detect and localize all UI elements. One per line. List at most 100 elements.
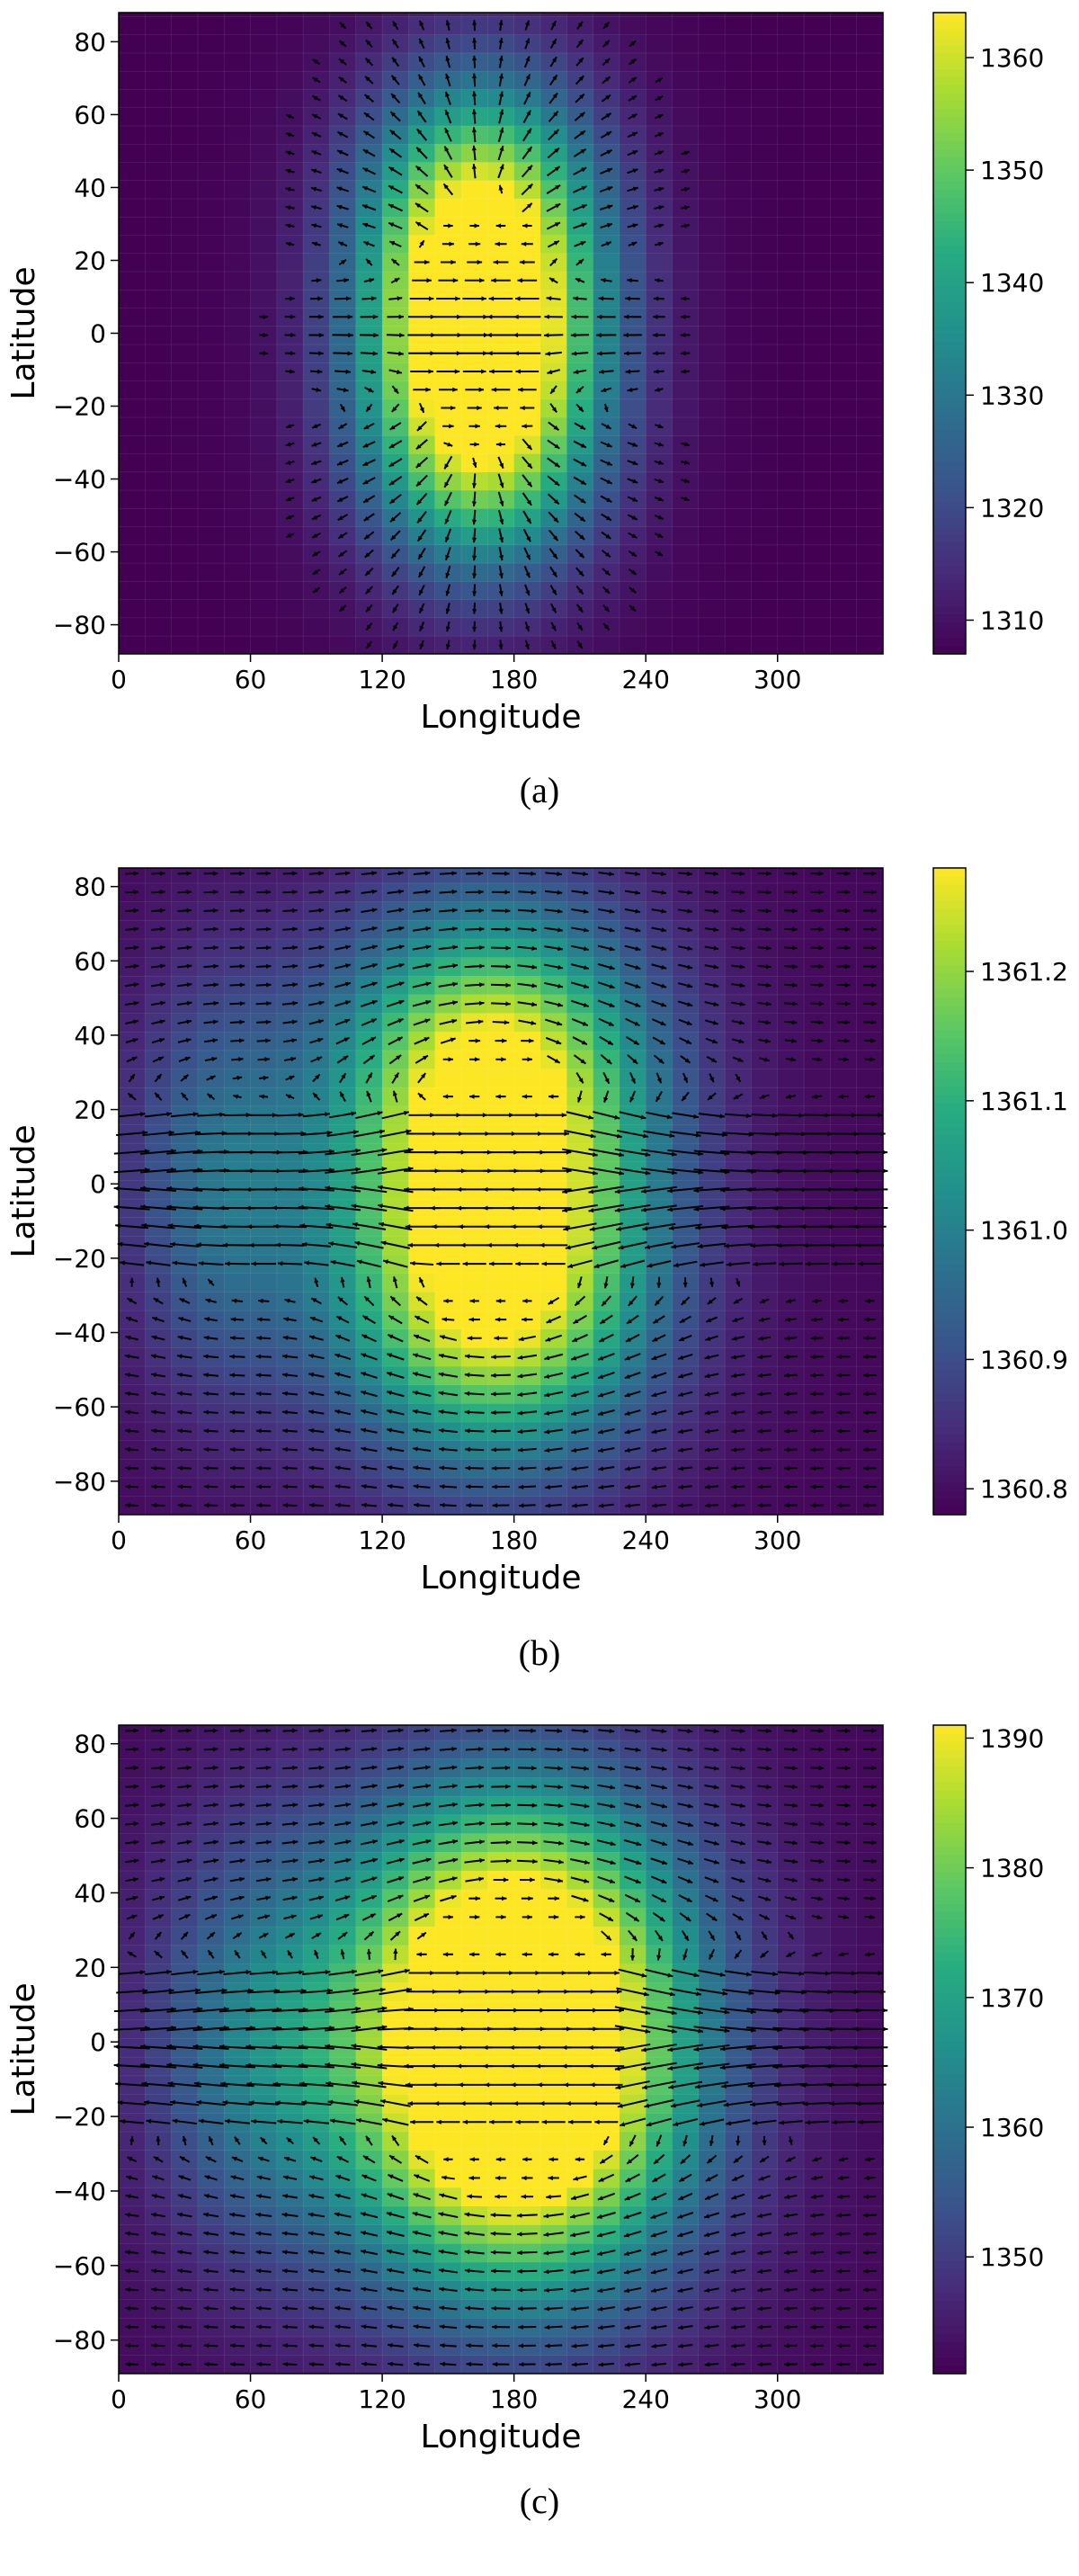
colorbar-segment [933, 269, 966, 278]
heatmap-cell [830, 417, 857, 436]
heatmap-cell [198, 34, 225, 53]
heatmap-cell [119, 162, 146, 181]
colorbar-segment [933, 45, 966, 54]
heatmap-cell [172, 636, 199, 655]
heatmap-cell [804, 53, 831, 72]
heatmap-cell [751, 253, 778, 272]
y-tick-label: −80 [53, 611, 106, 640]
heatmap-cell [119, 599, 146, 618]
colorbar-segment [933, 53, 966, 62]
colorbar-segment [933, 21, 966, 30]
heatmap-cell [725, 272, 752, 291]
heatmap-cell [251, 53, 278, 72]
heatmap-cell [804, 508, 831, 527]
heatmap-cell [725, 71, 752, 90]
heatmap-cell [857, 526, 884, 545]
heatmap-cell [646, 581, 673, 600]
heatmap-cell [119, 290, 146, 309]
colorbar-segment [933, 486, 966, 495]
heatmap-cell [198, 217, 225, 236]
heatmap-cell [514, 868, 541, 883]
colorbar-segment [933, 101, 966, 110]
heatmap-cell [830, 508, 857, 527]
colorbar-segment [933, 141, 966, 150]
heatmap-cell [172, 107, 199, 126]
heatmap-cell [303, 34, 330, 53]
heatmap-cell [804, 453, 831, 472]
caption-a: (a) [0, 769, 1079, 811]
heatmap-cell [251, 199, 278, 218]
heatmap-cell [673, 581, 700, 600]
colorbar-segment [933, 373, 966, 382]
heatmap-cell [751, 581, 778, 600]
heatmap-cell [198, 144, 225, 163]
heatmap-cell [172, 617, 199, 636]
heatmap-cell [857, 362, 884, 381]
x-tick-label: 240 [621, 665, 669, 694]
x-tick-label: 300 [754, 665, 801, 694]
heatmap-cell [145, 636, 172, 655]
heatmap-cell [857, 398, 884, 417]
heatmap-cell [620, 398, 647, 417]
heatmap-cell [172, 453, 199, 472]
heatmap-cell [620, 617, 647, 636]
heatmap-cell [251, 89, 278, 108]
colorbar-segment [933, 558, 966, 567]
heatmap-cell [699, 636, 726, 655]
heatmap-cell [725, 398, 752, 417]
heatmap-cell [277, 544, 304, 563]
heatmap-cell [830, 144, 857, 163]
heatmap-cell [751, 290, 778, 309]
heatmap-cell [751, 544, 778, 563]
heatmap-cell [699, 563, 726, 582]
heatmap-cell [857, 290, 884, 309]
colorbar-segment [933, 541, 966, 550]
heatmap-cell [830, 107, 857, 126]
heatmap-cell [830, 599, 857, 618]
colorbar-segment [933, 285, 966, 294]
heatmap-cell [277, 253, 304, 272]
x-tick-label: 0 [111, 665, 127, 694]
colorbar-segment [933, 574, 966, 583]
y-tick-label: −40 [53, 465, 106, 495]
heatmap-cell [198, 380, 225, 399]
heatmap-cell [224, 235, 251, 254]
heatmap-cell [514, 1069, 541, 1087]
heatmap-cell [778, 253, 805, 272]
heatmap-cell [329, 636, 356, 655]
heatmap-cell [119, 308, 146, 326]
heatmap-cell [198, 581, 225, 600]
heatmap-cell [224, 344, 251, 363]
heatmap-cell [251, 599, 278, 618]
heatmap-cell [830, 490, 857, 509]
heatmap-cell [646, 34, 673, 53]
heatmap-cell [830, 1069, 857, 1087]
heatmap-cell [830, 180, 857, 199]
heatmap-cell [751, 107, 778, 126]
colorbar-segment [933, 181, 966, 190]
heatmap-cell [751, 490, 778, 509]
heatmap-cell [699, 508, 726, 527]
heatmap-cell [857, 144, 884, 163]
colorbar-tick-label: 1310 [980, 605, 1044, 635]
heatmap-cell [751, 53, 778, 72]
heatmap-cell [198, 344, 225, 363]
heatmap-cell [699, 544, 726, 563]
heatmap-cell [646, 636, 673, 655]
colorbar-segment [933, 318, 966, 326]
heatmap-cell [119, 581, 146, 600]
heatmap-cell [646, 617, 673, 636]
heatmap-cell [646, 868, 673, 883]
heatmap-cell [804, 544, 831, 563]
heatmap-cell [329, 868, 356, 883]
heatmap-cell [145, 217, 172, 236]
heatmap-cell [778, 398, 805, 417]
heatmap-cell [804, 326, 831, 344]
heatmap-cell [725, 417, 752, 436]
heatmap-cell [277, 398, 304, 417]
colorbar-segment [933, 341, 966, 350]
heatmap-cell [224, 599, 251, 618]
heatmap-cell [224, 16, 251, 35]
heatmap-cell [172, 326, 199, 344]
